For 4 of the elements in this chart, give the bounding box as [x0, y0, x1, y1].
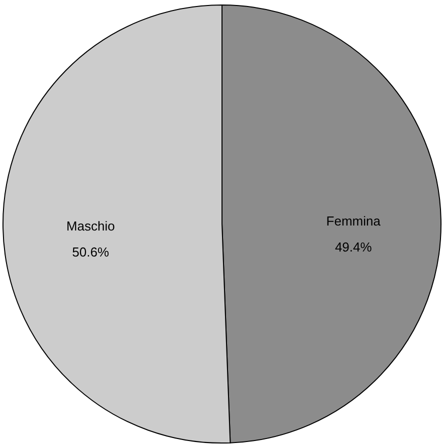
slice-label: Maschio: [66, 218, 115, 234]
slice-label: Femmina: [326, 214, 382, 229]
data-label: 49.4%: [334, 240, 372, 255]
data-label: 50.6%: [72, 244, 110, 260]
